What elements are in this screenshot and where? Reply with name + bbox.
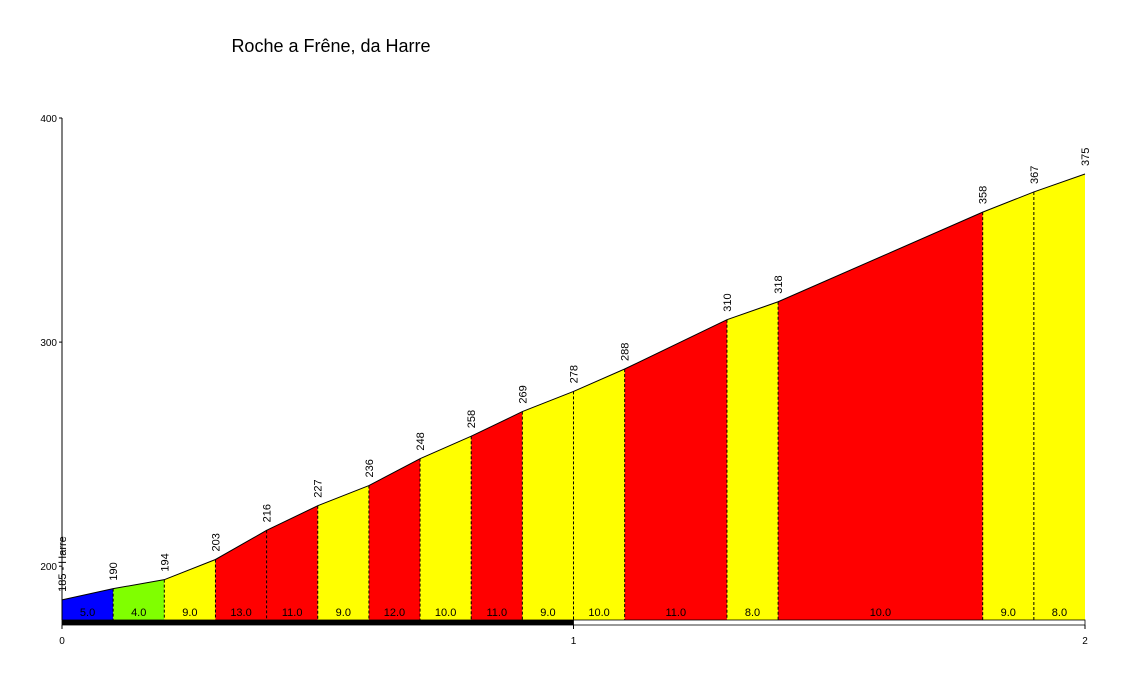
- gradient-label: 4.0: [131, 607, 146, 619]
- distance-bar: [61, 619, 574, 626]
- y-tick-label: 200: [40, 562, 57, 573]
- x-tick-label: 1: [571, 636, 577, 647]
- elevation-label: 269: [517, 385, 529, 403]
- x-tick-label: 0: [59, 636, 65, 647]
- profile-segment: [368, 458, 421, 620]
- profile-segment: [573, 369, 625, 620]
- elevation-label: 278: [569, 365, 581, 383]
- elevation-label: 375: [1080, 148, 1092, 166]
- profile-segment: [471, 411, 523, 620]
- elevation-label: 203: [210, 533, 222, 551]
- profile-segment: [522, 391, 574, 620]
- gradient-label: 8.0: [1052, 607, 1067, 619]
- profile-segment: [266, 505, 318, 620]
- elevation-label: 227: [313, 479, 325, 497]
- elevation-label: 190: [108, 562, 120, 580]
- gradient-label: 9.0: [1001, 607, 1016, 619]
- elevation-label: 258: [466, 410, 478, 428]
- profile-segment: [164, 559, 216, 620]
- elevation-label: 248: [415, 432, 427, 450]
- profile-segment: [113, 579, 165, 620]
- gradient-label: 9.0: [336, 607, 351, 619]
- x-tick-label: 2: [1082, 636, 1088, 647]
- profile-segment: [62, 588, 114, 620]
- gradient-label: 10.0: [870, 607, 891, 619]
- profile-line: [61, 173, 1086, 601]
- y-tick-label: 300: [40, 338, 57, 349]
- elevation-label: 216: [262, 504, 274, 522]
- elevation-label: 236: [364, 459, 376, 477]
- profile-segment: [1033, 174, 1085, 620]
- gradient-label: 13.0: [230, 607, 251, 619]
- gradient-label: 9.0: [540, 607, 555, 619]
- elevation-label: 310: [722, 293, 734, 311]
- y-tick-label: 400: [40, 114, 57, 125]
- elevation-label: 288: [620, 343, 632, 361]
- gradient-label: 8.0: [745, 607, 760, 619]
- gradient-label: 9.0: [182, 607, 197, 619]
- profile-segment: [317, 485, 369, 620]
- gradient-label: 5.0: [80, 607, 95, 619]
- elevation-label: 185 - Harre: [57, 536, 69, 592]
- gradient-label: 11.0: [486, 607, 507, 619]
- elevation-label: 194: [159, 553, 171, 571]
- profile-segment: [624, 319, 727, 620]
- gradient-label: 12.0: [384, 607, 405, 619]
- gradient-label: 11.0: [666, 607, 687, 619]
- elevation-label: 318: [773, 275, 785, 293]
- distance-bar: [573, 619, 1086, 626]
- profile-segment: [420, 436, 472, 620]
- elevation-label: 358: [978, 186, 990, 204]
- profile-segment: [778, 212, 983, 620]
- gradient-label: 11.0: [282, 607, 303, 619]
- profile-segment: [982, 191, 1034, 620]
- profile-segment: [726, 301, 779, 620]
- gradient-label: 10.0: [435, 607, 456, 619]
- gradient-label: 10.0: [588, 607, 609, 619]
- chart-title: Roche a Frêne, da Harre: [231, 36, 430, 56]
- elevation-label: 367: [1029, 166, 1041, 184]
